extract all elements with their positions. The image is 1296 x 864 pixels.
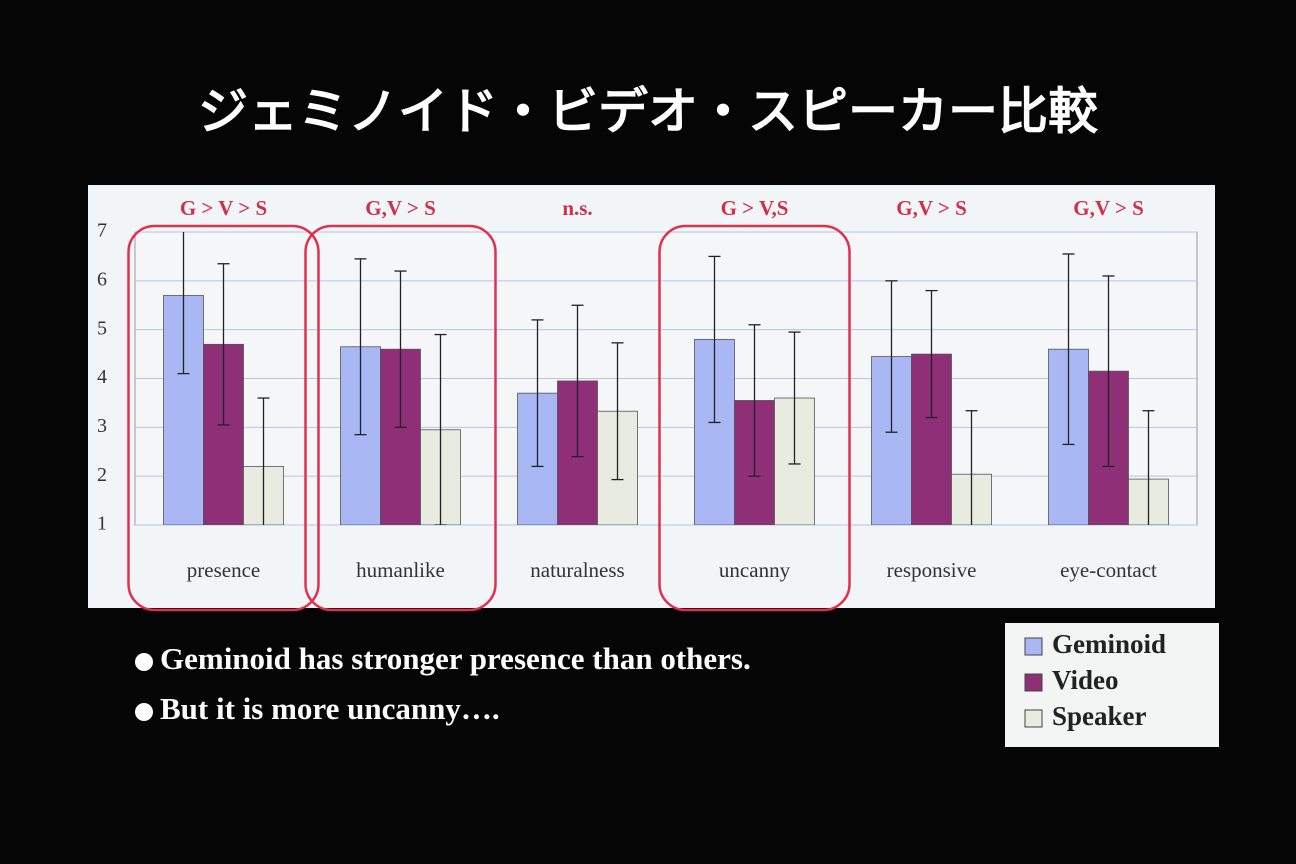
- x-tick-label: eye-contact: [1060, 558, 1157, 582]
- error-bar: [1142, 410, 1155, 525]
- error-bar: [748, 324, 761, 477]
- bullet-text: But it is more uncanny….: [160, 691, 500, 726]
- bullets: Geminoid has stronger presence than othe…: [135, 641, 751, 726]
- legend-label: Geminoid: [1052, 629, 1166, 659]
- legend-label: Speaker: [1052, 701, 1147, 731]
- error-bar: [217, 263, 230, 426]
- slide-title: ジェミノイド・ビデオ・スピーカー比較: [198, 83, 1099, 141]
- highlight-box: [658, 224, 851, 612]
- error-bar: [257, 397, 270, 525]
- error-bar: [788, 331, 801, 465]
- error-bar: [965, 410, 978, 525]
- annotation: G,V > S: [365, 196, 436, 220]
- error-bar: [571, 304, 584, 458]
- error-bar: [611, 342, 624, 481]
- error-bar: [708, 255, 721, 424]
- y-tick-label: 6: [97, 268, 107, 290]
- y-tick-label: 7: [97, 220, 107, 242]
- legend-swatch: [1024, 709, 1043, 728]
- error-bar: [885, 280, 898, 433]
- highlight-box: [127, 224, 320, 612]
- bullet-dot: [135, 703, 153, 721]
- error-bar: [434, 333, 447, 525]
- bullet-dot: [135, 653, 153, 671]
- legend-swatch: [1024, 673, 1043, 692]
- y-tick-label: 1: [97, 513, 107, 535]
- annotation: n.s.: [562, 196, 592, 220]
- x-tick-label: presence: [187, 558, 260, 582]
- error-bar: [531, 319, 544, 468]
- plot-marks: [163, 232, 1169, 525]
- annotation: G > V > S: [180, 196, 267, 220]
- y-tick-label: 3: [97, 415, 107, 437]
- x-tick-label: uncanny: [719, 558, 791, 582]
- error-bar: [177, 232, 190, 375]
- error-bar: [394, 270, 407, 428]
- error-bar: [1062, 253, 1075, 446]
- y-tick-label: 5: [97, 317, 107, 339]
- error-bar: [925, 289, 938, 419]
- highlight-box: [304, 224, 497, 612]
- x-tick-label: responsive: [887, 558, 977, 582]
- annotation: G > V,S: [721, 196, 789, 220]
- x-tick-label: naturalness: [530, 558, 624, 582]
- y-tick-label: 2: [97, 464, 107, 486]
- bullet-text: Geminoid has stronger presence than othe…: [160, 641, 751, 676]
- legend-label: Video: [1052, 665, 1119, 695]
- error-bar: [1102, 275, 1115, 468]
- y-tick-label: 4: [97, 366, 107, 388]
- x-tick-label: humanlike: [356, 558, 445, 582]
- error-bar: [354, 258, 367, 436]
- annotation: G,V > S: [896, 196, 967, 220]
- annotation: G,V > S: [1073, 196, 1144, 220]
- legend-swatch: [1024, 637, 1043, 656]
